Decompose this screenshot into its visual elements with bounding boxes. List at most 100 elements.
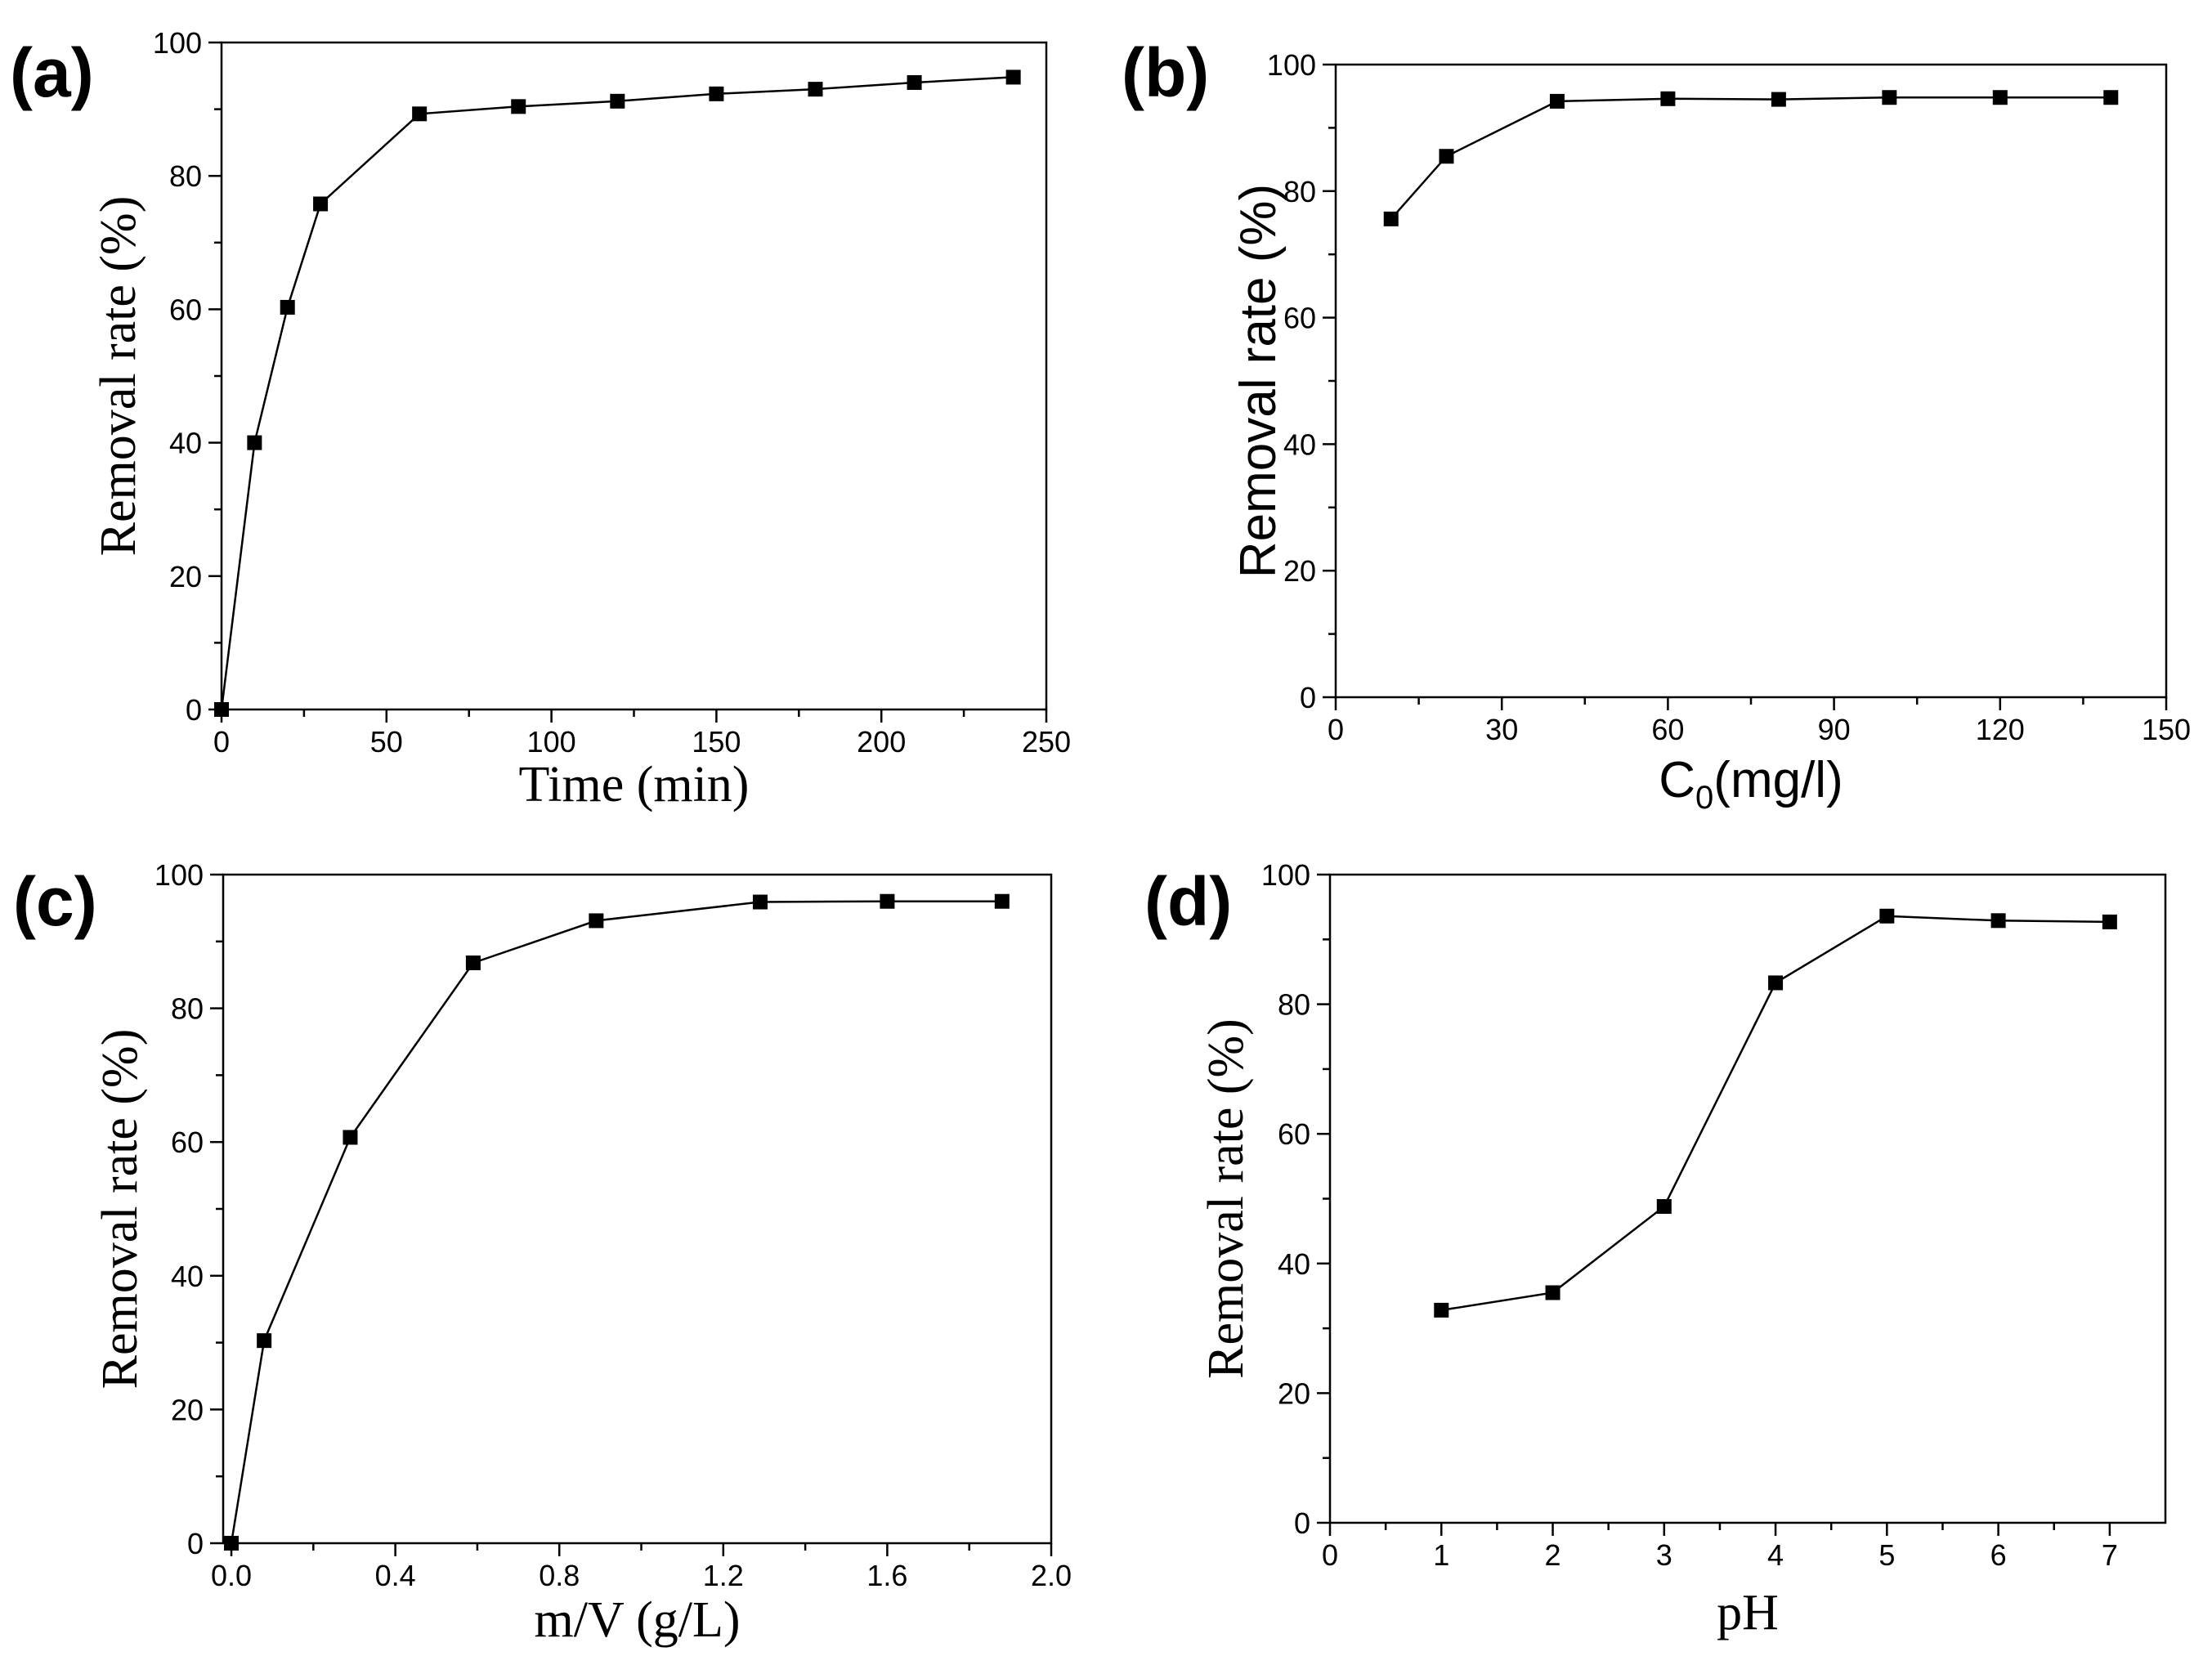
chart-panel-3: 0.0 0.4 0.8 1.2 1.6 2.0 0 20 40 60 80 100 m/V (g/L) R… — [13, 858, 1072, 1648]
x-tick-label: 0 — [213, 725, 230, 759]
x-axis-title: pH — [1717, 1585, 1779, 1640]
y-tick-label: 20 — [169, 560, 202, 593]
x-tick-label: 2.0 — [1031, 1559, 1072, 1592]
y-tick-label: 40 — [169, 427, 202, 460]
data-point — [589, 913, 604, 929]
x-tick-label: 100 — [527, 725, 576, 759]
y-tick-label: 20 — [1283, 554, 1316, 588]
data-point — [2103, 90, 2119, 105]
panel-label: (d) — [1144, 863, 1232, 940]
x-tick-label: 120 — [1976, 713, 2025, 746]
data-point — [511, 99, 526, 114]
y-tick-label: 20 — [171, 1393, 204, 1426]
x-tick-label: 4 — [1767, 1538, 1784, 1572]
y-axis-title: Removal rate (%) — [91, 196, 146, 557]
data-point — [280, 299, 295, 315]
x-tick-label: 5 — [1878, 1538, 1895, 1572]
data-point — [1434, 1302, 1449, 1318]
x-axis-title: Time (min) — [519, 757, 750, 812]
data-point — [1545, 1285, 1560, 1300]
x-tick-label: 150 — [2142, 713, 2191, 746]
y-tick-label: 80 — [169, 159, 202, 193]
x-axis-title-main: C — [1659, 752, 1695, 808]
y-tick-label: 0 — [187, 1527, 204, 1560]
x-axis-title: C0(mg/l) — [1659, 752, 1843, 816]
x-tick-label: 0.4 — [375, 1559, 416, 1592]
series-line — [230, 900, 1002, 1544]
x-tick-label: 1 — [1433, 1538, 1449, 1572]
x-tick-label: 250 — [1022, 725, 1071, 759]
y-tick-label: 0 — [1300, 681, 1316, 714]
data-point — [1990, 913, 2006, 929]
data-point — [214, 702, 229, 717]
x-tick-label: 7 — [2102, 1538, 2118, 1572]
y-tick-label: 40 — [171, 1260, 204, 1293]
x-tick-label: 150 — [692, 725, 741, 759]
data-point — [247, 435, 262, 450]
x-tick-label: 30 — [1485, 713, 1518, 746]
data-point — [1660, 91, 1676, 106]
y-tick-label: 60 — [1283, 302, 1316, 335]
data-point — [1879, 908, 1895, 924]
panel-label: (a) — [10, 34, 94, 111]
x-tick-label: 90 — [1818, 713, 1851, 746]
data-point — [752, 894, 768, 910]
data-point — [994, 893, 1010, 909]
panel-label: (c) — [13, 863, 97, 940]
data-point — [313, 196, 329, 212]
x-tick-label: 200 — [857, 725, 906, 759]
data-point — [610, 93, 625, 109]
data-point — [224, 1536, 240, 1551]
y-tick-label: 80 — [1278, 988, 1310, 1022]
data-point — [880, 893, 895, 909]
y-tick-label: 0 — [186, 693, 202, 727]
x-tick-label: 1.6 — [866, 1559, 907, 1592]
data-point — [1771, 92, 1786, 107]
data-point — [1439, 149, 1454, 164]
x-tick-label: 0.0 — [211, 1559, 252, 1592]
chart-panel-2: 0 30 60 90 120 150020406080100C0(mg/l)Removal… — [1122, 34, 2191, 816]
y-tick-label: 100 — [1267, 48, 1316, 82]
y-axis-title: Removal rate (%) — [92, 1029, 148, 1390]
y-axis-title: Removal rate (%) — [1198, 1018, 1254, 1379]
data-point — [1005, 69, 1021, 85]
x-tick-label: 6 — [1990, 1538, 2007, 1572]
x-tick-label: 0 — [1328, 713, 1344, 746]
y-tick-label: 80 — [1283, 175, 1316, 208]
data-point — [1992, 90, 2008, 105]
x-tick-label: 0 — [1322, 1538, 1338, 1572]
y-tick-label: 40 — [1278, 1247, 1310, 1281]
x-tick-label: 60 — [1651, 713, 1684, 746]
data-point — [907, 74, 922, 90]
y-tick-label: 60 — [171, 1126, 204, 1159]
x-axis-title-suffix: (mg/l) — [1713, 752, 1843, 808]
chart-panel-4: 0 1 2 3 4 5 6 7 0 20 40 60 80 100 pH Removal rate (%) (d… — [1144, 858, 2167, 1640]
x-axis-title: m/V (g/L) — [535, 1592, 741, 1648]
x-axis-title-subscript: 0 — [1695, 780, 1713, 816]
panel-label: (b) — [1122, 34, 1209, 111]
y-tick-label: 40 — [1283, 427, 1316, 461]
data-point — [343, 1130, 358, 1145]
y-tick-label: 60 — [1278, 1117, 1310, 1151]
y-tick-label: 20 — [1278, 1376, 1310, 1410]
data-point — [257, 1333, 272, 1349]
y-tick-label: 0 — [1294, 1506, 1310, 1540]
y-axis-title: Removal rate (%) — [1230, 184, 1287, 578]
series-line — [1390, 96, 2111, 220]
x-tick-label: 0.8 — [539, 1559, 580, 1592]
data-point — [1768, 975, 1784, 991]
x-tick-label: 2 — [1545, 1538, 1561, 1572]
x-tick-label: 1.2 — [703, 1559, 744, 1592]
data-point — [1882, 90, 1897, 105]
data-point — [465, 955, 481, 970]
y-tick-label: 100 — [153, 26, 202, 60]
y-tick-label: 100 — [154, 858, 204, 892]
data-point — [808, 82, 823, 97]
data-point — [412, 106, 428, 122]
y-tick-label: 80 — [171, 992, 204, 1026]
data-point — [1549, 93, 1565, 109]
data-point — [1383, 211, 1399, 226]
